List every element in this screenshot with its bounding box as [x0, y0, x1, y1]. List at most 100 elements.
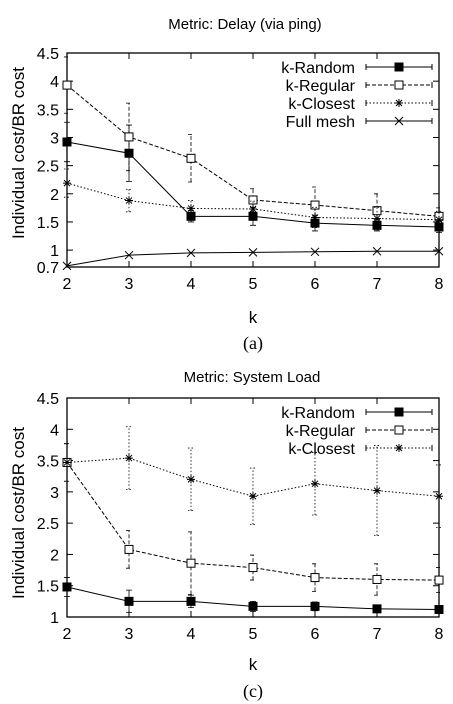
legend-label: k-Regular — [286, 78, 356, 95]
marker-open-square — [394, 425, 404, 435]
x-tick-label: 7 — [373, 626, 382, 643]
legend-errorbar-caps — [365, 445, 433, 451]
marker-filled-square — [394, 62, 404, 72]
x-tick-label: 2 — [63, 626, 72, 643]
error-bar — [188, 134, 194, 183]
x-tick-label: 6 — [311, 626, 320, 643]
y-tick-label: 3.5 — [37, 102, 59, 119]
series-layer — [62, 56, 444, 271]
marker-filled-square — [310, 601, 320, 611]
series-k-regular — [62, 56, 444, 228]
chart-title: Metric: Delay (via ping) — [168, 16, 321, 33]
legend-errorbar-caps — [365, 409, 433, 415]
series-k-regular — [62, 443, 444, 596]
chart-title: Metric: System Load — [184, 369, 321, 386]
marker-x — [372, 246, 382, 256]
series-line — [66, 457, 440, 497]
y-tick-label: 3.5 — [37, 454, 59, 471]
y-tick-label: 3 — [50, 485, 59, 502]
error-bar — [126, 426, 132, 490]
marker-open-square — [394, 80, 404, 90]
y-tick-label: 1 — [50, 610, 59, 627]
legend-label: k-Closest — [288, 96, 355, 113]
plot-frame — [66, 52, 440, 268]
y-tick-label: 1.5 — [37, 579, 59, 596]
marker-filled-square — [124, 596, 134, 606]
x-tick-label: 4 — [187, 276, 196, 293]
y-axis-ticks: 0.71 1.5 2 2.5 3 3.5 4 4.5 — [37, 46, 439, 277]
marker-open-square — [248, 563, 258, 573]
y-tick-label: 2 — [50, 187, 59, 204]
y-tick-label: 4 — [50, 74, 59, 91]
x-tick-label: 5 — [249, 626, 258, 643]
legend-errorbar-caps — [365, 82, 433, 88]
legend-item: k-Regular — [286, 423, 433, 440]
legend-label: k-Random — [281, 405, 355, 422]
subfigure-label: (a) — [243, 333, 263, 354]
marker-x — [310, 247, 320, 257]
error-bar — [374, 193, 380, 228]
legend-item: k-Random — [281, 60, 433, 77]
y-tick-label: 4.5 — [37, 391, 59, 408]
x-axis-label: k — [249, 308, 258, 327]
marker-asterisk — [63, 458, 71, 467]
y-tick-label: 2.5 — [37, 516, 59, 533]
marker-asterisk — [435, 215, 443, 224]
series-layer — [62, 426, 444, 614]
marker-asterisk — [311, 213, 319, 222]
y-tick-label: 4 — [50, 422, 59, 439]
y-tick-label: 3 — [50, 130, 59, 147]
legend-label: k-Closest — [288, 441, 355, 458]
y-axis-label: Individual cost/BR cost — [9, 427, 28, 599]
marker-open-square — [62, 80, 72, 90]
series-line — [66, 462, 440, 581]
marker-asterisk — [125, 454, 133, 463]
x-tick-label: 3 — [125, 276, 134, 293]
y-tick-label: 1.5 — [37, 215, 59, 232]
error-bar — [188, 447, 194, 512]
x-tick-label: 3 — [125, 626, 134, 643]
series-k-closest — [63, 426, 443, 537]
marker-asterisk — [395, 99, 403, 107]
marker-x — [394, 116, 404, 126]
y-axis-ticks: 1 1.5 2 2.5 3 3.5 4 4.5 — [37, 391, 439, 627]
legend-errorbar-caps — [365, 64, 433, 70]
marker-asterisk — [435, 492, 443, 501]
marker-x — [124, 250, 134, 260]
legend-label: k-Regular — [286, 423, 356, 440]
marker-asterisk — [373, 486, 381, 495]
marker-filled-square — [62, 582, 72, 592]
y-tick-label: 2.5 — [37, 159, 59, 176]
marker-filled-square — [372, 604, 382, 614]
marker-open-square — [248, 195, 258, 205]
marker-asterisk — [187, 204, 195, 213]
legend-item: k-Closest — [288, 441, 433, 458]
marker-x — [186, 248, 196, 258]
error-bar — [312, 452, 318, 516]
marker-open-square — [186, 558, 196, 568]
marker-filled-square — [394, 407, 404, 417]
legend-item: k-Regular — [286, 78, 433, 95]
plot-frame — [66, 397, 440, 618]
y-tick-label: 4.5 — [37, 46, 59, 63]
marker-asterisk — [249, 492, 257, 501]
legend-label: k-Random — [281, 60, 355, 77]
marker-asterisk — [125, 196, 133, 205]
marker-asterisk — [249, 204, 257, 213]
marker-asterisk — [373, 214, 381, 223]
x-tick-label: 5 — [249, 276, 258, 293]
x-axis-ticks: 2 3 4 5 6 7 8 — [63, 53, 444, 293]
marker-open-square — [310, 573, 320, 583]
marker-x — [434, 246, 444, 256]
marker-filled-square — [434, 604, 444, 614]
error-bar — [436, 464, 442, 528]
marker-open-square — [124, 132, 134, 142]
marker-open-square — [186, 153, 196, 163]
series-k-closest — [63, 168, 443, 231]
marker-asterisk — [311, 479, 319, 488]
y-tick-label: 0.7 — [37, 260, 59, 277]
marker-open-square — [372, 574, 382, 584]
x-tick-label: 2 — [63, 276, 72, 293]
